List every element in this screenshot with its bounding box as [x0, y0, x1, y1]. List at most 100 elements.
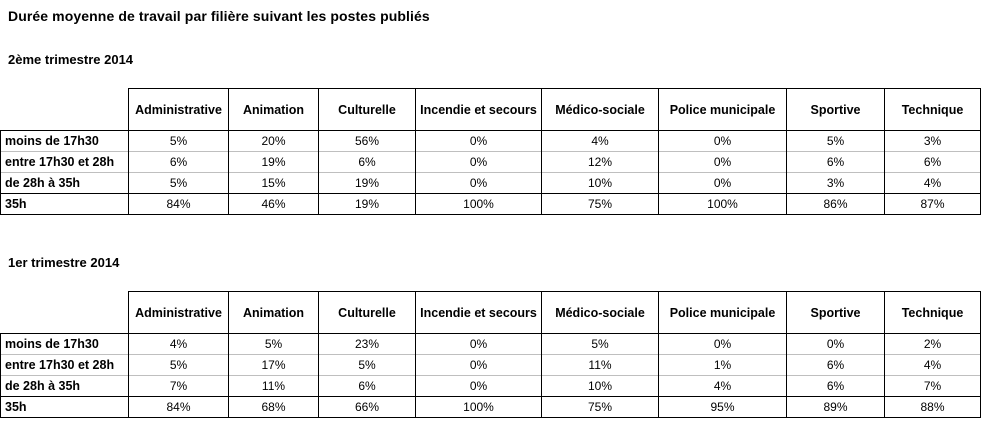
column-header: Médico-sociale: [541, 88, 659, 131]
table-row: 35h 84% 68% 66% 100% 75% 95% 89% 88%: [0, 396, 981, 418]
row-label: 35h: [0, 193, 129, 215]
data-cell: 6%: [786, 151, 885, 173]
column-header: Police municipale: [658, 291, 787, 334]
data-cell: 2%: [884, 333, 981, 355]
data-cell: 0%: [415, 375, 542, 397]
corner-cell: [1, 89, 129, 131]
table-subtitle-q2: 2ème trimestre 2014: [8, 52, 134, 67]
data-cell: 0%: [786, 333, 885, 355]
data-cell: 4%: [884, 354, 981, 376]
data-cell: 0%: [415, 172, 542, 194]
data-cell: 84%: [128, 396, 229, 418]
column-header: Technique: [884, 291, 981, 334]
data-cell: 75%: [541, 193, 659, 215]
column-header: Culturelle: [318, 88, 416, 131]
data-cell: 88%: [884, 396, 981, 418]
data-cell: 10%: [541, 375, 659, 397]
row-label: moins de 17h30: [0, 130, 129, 152]
data-cell: 20%: [228, 130, 319, 152]
data-cell: 66%: [318, 396, 416, 418]
corner-cell: [1, 292, 129, 334]
data-cell: 5%: [128, 172, 229, 194]
data-cell: 95%: [658, 396, 787, 418]
data-cell: 6%: [318, 151, 416, 173]
column-header: Incendie et secours: [415, 291, 542, 334]
data-cell: 6%: [786, 375, 885, 397]
row-label: entre 17h30 et 28h: [0, 354, 129, 376]
data-cell: 4%: [658, 375, 787, 397]
data-cell: 11%: [541, 354, 659, 376]
column-header: Sportive: [786, 291, 885, 334]
table-body: moins de 17h30 4% 5% 23% 0% 5% 0% 0% 2% entre 17h…: [0, 333, 981, 418]
work-duration-table-q1-2014: Administrative Animation Culturelle Incendi…: [0, 291, 981, 418]
row-label: 35h: [0, 396, 129, 418]
data-cell: 56%: [318, 130, 416, 152]
data-cell: 87%: [884, 193, 981, 215]
table-row: 35h 84% 46% 19% 100% 75% 100% 86% 87%: [0, 193, 981, 215]
data-cell: 4%: [884, 172, 981, 194]
column-header: Animation: [228, 88, 319, 131]
data-cell: 100%: [415, 396, 542, 418]
data-cell: 0%: [658, 172, 787, 194]
table-header: Administrative Animation Culturelle Incendi…: [1, 88, 981, 131]
data-cell: 0%: [415, 354, 542, 376]
data-cell: 5%: [541, 333, 659, 355]
data-cell: 0%: [658, 130, 787, 152]
column-header: Administrative: [128, 291, 229, 334]
column-header: Sportive: [786, 88, 885, 131]
data-cell: 75%: [541, 396, 659, 418]
work-duration-table-q2-2014: Administrative Animation Culturelle Incendi…: [0, 88, 981, 215]
data-cell: 86%: [786, 193, 885, 215]
data-cell: 11%: [228, 375, 319, 397]
data-cell: 3%: [884, 130, 981, 152]
table-row: de 28h à 35h 7% 11% 6% 0% 10% 4% 6% 7%: [0, 375, 981, 397]
data-cell: 6%: [318, 375, 416, 397]
data-cell: 6%: [786, 354, 885, 376]
table-subtitle-q1: 1er trimestre 2014: [8, 255, 120, 270]
row-label: entre 17h30 et 28h: [0, 151, 129, 173]
column-header: Administrative: [128, 88, 229, 131]
data-cell: 68%: [228, 396, 319, 418]
column-header: Médico-sociale: [541, 291, 659, 334]
data-cell: 0%: [415, 333, 542, 355]
data-cell: 89%: [786, 396, 885, 418]
data-cell: 0%: [415, 151, 542, 173]
data-cell: 12%: [541, 151, 659, 173]
data-cell: 19%: [318, 193, 416, 215]
column-header: Animation: [228, 291, 319, 334]
row-label: de 28h à 35h: [0, 172, 129, 194]
data-cell: 17%: [228, 354, 319, 376]
data-cell: 7%: [884, 375, 981, 397]
data-cell: 0%: [415, 130, 542, 152]
data-cell: 0%: [658, 333, 787, 355]
table-row: moins de 17h30 4% 5% 23% 0% 5% 0% 0% 2%: [0, 333, 981, 355]
data-cell: 4%: [128, 333, 229, 355]
header-row: Administrative Animation Culturelle Incendi…: [1, 291, 981, 334]
document-title: Durée moyenne de travail par filière sui…: [8, 8, 430, 24]
row-label: de 28h à 35h: [0, 375, 129, 397]
data-cell: 1%: [658, 354, 787, 376]
data-cell: 84%: [128, 193, 229, 215]
data-cell: 10%: [541, 172, 659, 194]
data-cell: 4%: [541, 130, 659, 152]
table-row: moins de 17h30 5% 20% 56% 0% 4% 0% 5% 3%: [0, 130, 981, 152]
data-cell: 5%: [228, 333, 319, 355]
column-header: Technique: [884, 88, 981, 131]
table-row: entre 17h30 et 28h 6% 19% 6% 0% 12% 0% 6% 6%: [0, 151, 981, 173]
data-cell: 6%: [884, 151, 981, 173]
column-header: Culturelle: [318, 291, 416, 334]
row-label: moins de 17h30: [0, 333, 129, 355]
column-header: Incendie et secours: [415, 88, 542, 131]
table-body: moins de 17h30 5% 20% 56% 0% 4% 0% 5% 3% entre 17…: [0, 130, 981, 215]
data-cell: 100%: [415, 193, 542, 215]
data-cell: 0%: [658, 151, 787, 173]
table-row: entre 17h30 et 28h 5% 17% 5% 0% 11% 1% 6% 4%: [0, 354, 981, 376]
data-cell: 3%: [786, 172, 885, 194]
table-header: Administrative Animation Culturelle Incendi…: [1, 291, 981, 334]
data-cell: 100%: [658, 193, 787, 215]
data-cell: 5%: [128, 354, 229, 376]
data-cell: 7%: [128, 375, 229, 397]
table-row: de 28h à 35h 5% 15% 19% 0% 10% 0% 3% 4%: [0, 172, 981, 194]
data-cell: 5%: [318, 354, 416, 376]
data-cell: 6%: [128, 151, 229, 173]
